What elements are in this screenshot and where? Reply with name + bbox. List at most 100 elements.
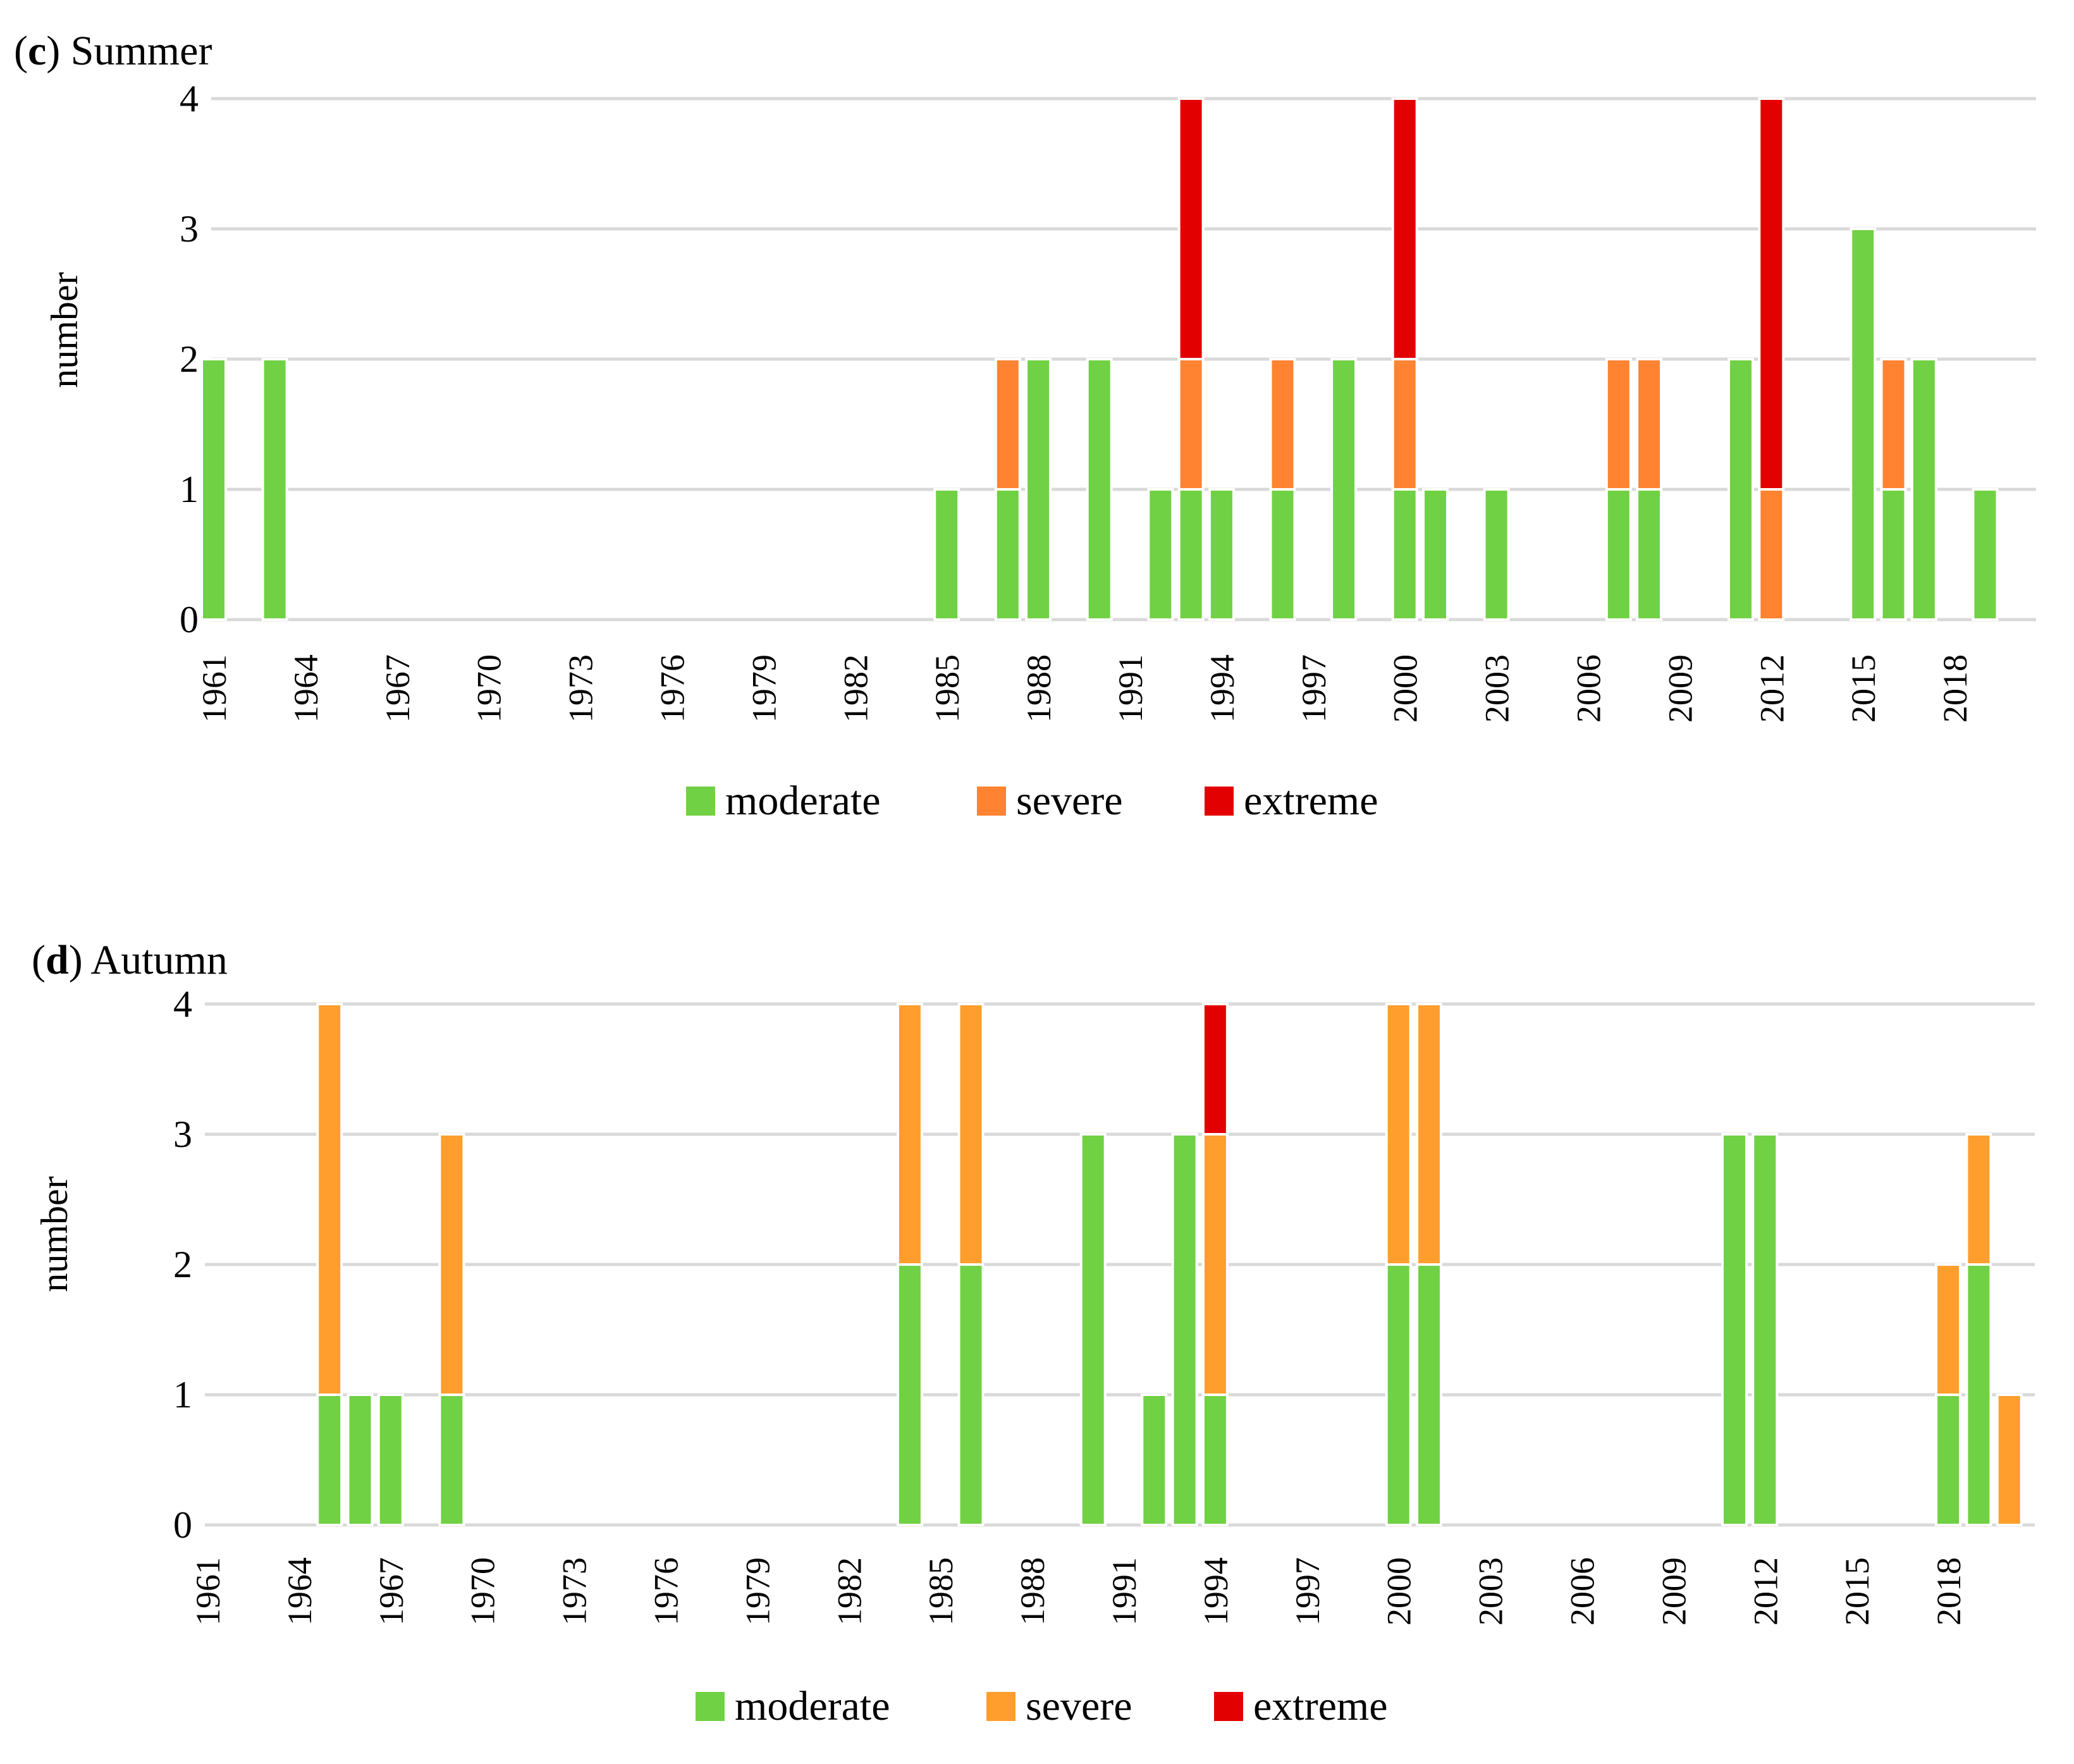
bar-extreme xyxy=(1201,1003,1229,1136)
panel-title: Summer xyxy=(71,28,212,74)
x-tick-label: 1979 xyxy=(745,654,783,723)
autumn-chart: (d) Autumn 0 1 2 3 4 1961 1964 1967 1970 1973 197… xyxy=(32,937,2035,1729)
x-tick-label: 1982 xyxy=(837,654,874,723)
panel-heading-summer: (c) Summer xyxy=(14,28,212,74)
y-tick-label: 3 xyxy=(173,1113,192,1155)
bar-severe xyxy=(994,358,1021,491)
bar-moderate xyxy=(1086,358,1113,621)
y-tick-label: 3 xyxy=(180,208,199,250)
x-tick-label: 2018 xyxy=(1930,1557,1968,1626)
bar-moderate xyxy=(377,1393,404,1526)
bar-moderate xyxy=(1025,358,1052,621)
legend-swatch-extreme xyxy=(1205,787,1234,816)
summer-y-axis-label: number xyxy=(44,272,85,388)
bar-moderate xyxy=(1391,488,1418,621)
bar-moderate xyxy=(1269,488,1296,621)
bar-moderate xyxy=(200,358,227,621)
autumn-x-ticks: 1961 1964 1967 1970 1973 1976 1979 1982 1985 1988… xyxy=(189,1557,1968,1626)
x-tick-label: 1970 xyxy=(464,1557,502,1626)
legend-label-severe: severe xyxy=(1026,1683,1132,1729)
bar-moderate xyxy=(1972,488,1999,621)
panel-heading-autumn: (d) Autumn xyxy=(32,937,228,983)
autumn-y-ticks: 0 1 2 3 4 xyxy=(173,983,192,1546)
legend-swatch-extreme xyxy=(1214,1692,1243,1721)
x-tick-label: 1985 xyxy=(928,654,966,723)
bar-moderate xyxy=(1965,1263,1992,1526)
x-tick-label: 2012 xyxy=(1746,1557,1784,1626)
x-tick-label: 1976 xyxy=(654,654,692,723)
bar-severe xyxy=(1935,1263,1962,1396)
bar-severe xyxy=(1965,1133,1992,1266)
bar-moderate xyxy=(896,1263,923,1526)
x-tick-label: 1997 xyxy=(1289,1557,1327,1626)
summer-x-ticks: 1961 1964 1967 1970 1973 1976 1979 1982 1985 1988… xyxy=(195,654,1974,723)
x-tick-label: 2015 xyxy=(1844,654,1882,723)
x-tick-label: 2018 xyxy=(1936,654,1974,723)
legend-swatch-severe xyxy=(986,1692,1016,1721)
legend-swatch-moderate xyxy=(696,1692,725,1721)
y-tick-label: 0 xyxy=(180,599,199,640)
x-tick-label: 1988 xyxy=(1014,1557,1052,1626)
bar-moderate xyxy=(1330,358,1358,621)
y-tick-label: 2 xyxy=(180,338,199,380)
bar-severe xyxy=(1201,1133,1229,1396)
bar-severe xyxy=(1758,488,1785,621)
bar-moderate xyxy=(1177,488,1205,621)
bar-moderate xyxy=(933,488,960,621)
x-tick-label: 1991 xyxy=(1112,654,1150,723)
legend-label-extreme: extreme xyxy=(1253,1683,1388,1729)
x-tick-label: 1994 xyxy=(1197,1557,1235,1626)
x-tick-label: 1964 xyxy=(287,654,325,723)
x-tick-label: 1982 xyxy=(830,1557,868,1626)
bar-severe xyxy=(1269,358,1296,491)
bar-severe xyxy=(438,1133,465,1396)
bar-moderate xyxy=(316,1393,343,1526)
bar-severe xyxy=(896,1003,923,1266)
x-tick-label: 2003 xyxy=(1478,654,1516,723)
bar-moderate xyxy=(1422,488,1449,621)
bar-moderate xyxy=(1727,358,1754,621)
x-tick-label: 1967 xyxy=(372,1557,410,1626)
bar-moderate xyxy=(438,1393,465,1526)
legend-label-extreme: extreme xyxy=(1244,778,1378,824)
bar-moderate xyxy=(994,488,1021,621)
x-tick-label: 1997 xyxy=(1295,654,1333,723)
bar-moderate xyxy=(1880,488,1907,621)
bar-moderate xyxy=(1910,358,1937,621)
y-tick-label: 2 xyxy=(173,1244,192,1285)
x-tick-label: 2009 xyxy=(1661,654,1699,723)
bar-moderate xyxy=(1208,488,1235,621)
x-tick-label: 1979 xyxy=(739,1557,776,1626)
x-tick-label: 1961 xyxy=(189,1557,227,1626)
legend-label-severe: severe xyxy=(1016,778,1123,824)
x-tick-label: 1991 xyxy=(1105,1557,1143,1626)
x-tick-label: 2006 xyxy=(1564,1557,1602,1626)
bar-moderate xyxy=(1935,1393,1962,1526)
x-tick-label: 1964 xyxy=(281,1557,319,1626)
y-tick-label: 4 xyxy=(180,78,199,119)
bar-moderate xyxy=(1147,488,1174,621)
bar-moderate xyxy=(261,358,288,621)
y-tick-label: 4 xyxy=(173,983,192,1025)
bar-moderate xyxy=(1636,488,1663,621)
bar-severe xyxy=(1880,358,1907,491)
bar-severe xyxy=(1177,358,1205,491)
bar-moderate xyxy=(1605,488,1632,621)
x-tick-label: 2009 xyxy=(1655,1557,1693,1626)
y-tick-label: 1 xyxy=(173,1374,192,1416)
x-tick-label: 1973 xyxy=(556,1557,594,1626)
x-tick-label: 1961 xyxy=(195,654,233,723)
x-tick-label: 1967 xyxy=(379,654,417,723)
x-tick-label: 2015 xyxy=(1838,1557,1876,1626)
bar-moderate xyxy=(1201,1393,1229,1526)
bar-moderate xyxy=(347,1393,374,1526)
bar-severe xyxy=(1391,358,1418,491)
bar-severe xyxy=(316,1003,343,1396)
legend-swatch-severe xyxy=(977,787,1006,816)
autumn-legend: moderate severe extreme xyxy=(696,1683,1388,1729)
x-tick-label: 1970 xyxy=(470,654,508,723)
summer-legend: moderate severe extreme xyxy=(686,778,1378,824)
bar-extreme xyxy=(1391,97,1418,360)
y-tick-label: 1 xyxy=(180,469,199,510)
